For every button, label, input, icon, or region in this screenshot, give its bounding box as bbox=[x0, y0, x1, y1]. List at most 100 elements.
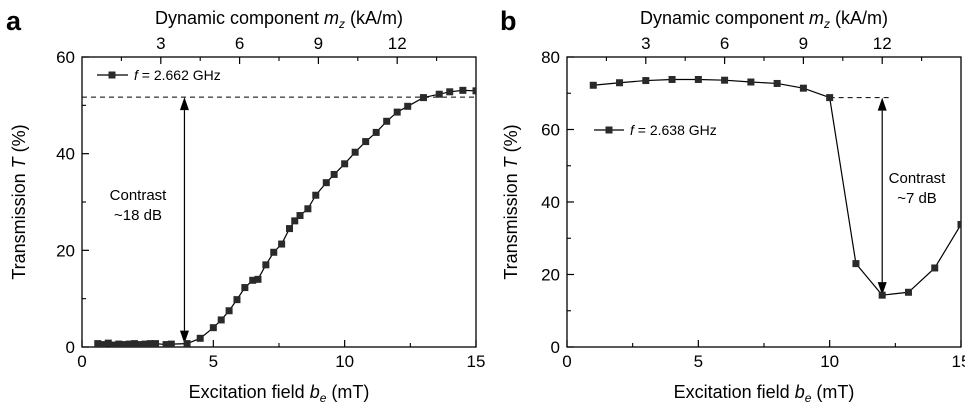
panel-a-legend-marker bbox=[108, 71, 116, 79]
panel-a-data-point bbox=[110, 341, 118, 347]
panel-a-y-tick-label: 40 bbox=[56, 145, 75, 164]
panel-a-annotation-line1: Contrast bbox=[110, 187, 168, 204]
panel-a-y-tick-label: 20 bbox=[56, 241, 75, 260]
panel-a-x-tick-label: 0 bbox=[77, 352, 86, 371]
panel-a-contrast-arrow bbox=[179, 97, 189, 344]
panel-a-data-point bbox=[351, 148, 359, 156]
panel-a-y-tick-label: 60 bbox=[56, 48, 75, 67]
panel-a-data-point bbox=[254, 275, 262, 283]
panel-a-legend-value: = 2.662 GHz bbox=[138, 67, 221, 83]
panel-a-top-tick-labels: 3 6 9 12 bbox=[156, 34, 407, 53]
panel-a-data-point bbox=[296, 212, 304, 220]
panel-b-data-point bbox=[773, 79, 781, 87]
panel-b-y-tick-label: 20 bbox=[541, 266, 560, 285]
panel-a-data-point bbox=[217, 316, 225, 324]
panel-a-data-point bbox=[233, 296, 241, 304]
panel-b-y-tick-label: 60 bbox=[541, 121, 560, 140]
panel-b-annotation-line1: Contrast bbox=[889, 170, 947, 187]
panel-b-data-point bbox=[589, 81, 597, 89]
panel-a-data-point bbox=[104, 339, 112, 347]
panel-b-data-point bbox=[852, 260, 860, 268]
panel-a-y-tick-label: 0 bbox=[66, 338, 75, 357]
panel-b-legend-marker bbox=[605, 126, 613, 134]
panel-a-data-point bbox=[330, 170, 338, 178]
panel-b-data-point bbox=[826, 94, 834, 102]
panel-b-x-axis-label: Excitation field be (mT) bbox=[674, 382, 855, 405]
panel-a-data-point bbox=[162, 341, 170, 347]
panel-a-data-point bbox=[99, 341, 107, 347]
panel-a-data-point bbox=[291, 217, 299, 225]
panel-a-data-point bbox=[146, 340, 154, 347]
panel-b-x-tick-labels: 0 5 10 15 bbox=[562, 352, 965, 371]
panel-a-data-point bbox=[136, 341, 144, 347]
panel-a-data-point bbox=[446, 88, 454, 96]
panel-a-data-point bbox=[152, 340, 160, 347]
panel-a-data-point bbox=[183, 340, 191, 347]
panel-b-x-tick-label: 5 bbox=[694, 352, 703, 371]
panel-b-data-point bbox=[616, 79, 624, 87]
panel-b-y-tick-labels: 0 20 40 60 80 bbox=[541, 48, 560, 357]
panel-b-y-tick-label: 0 bbox=[551, 338, 560, 357]
panel-a-data-point bbox=[304, 205, 312, 213]
panel-b-legend-label: f = 2.638 GHz bbox=[630, 122, 717, 138]
panel-a-x-tick-label: 10 bbox=[335, 352, 354, 371]
panel-a-legend-label: f = 2.662 GHz bbox=[134, 67, 221, 83]
panel-a-data-point bbox=[209, 324, 217, 332]
panel-b-arrow-head-top bbox=[877, 97, 887, 111]
panel-a-series-markers bbox=[94, 86, 476, 347]
panel-b-data-point bbox=[642, 77, 650, 85]
panel-a-data-point bbox=[341, 160, 349, 168]
panel-b-ticks bbox=[566, 56, 962, 348]
panel-a-top-axis-label: Dynamic component mz (kA/m) bbox=[155, 8, 403, 31]
panel-a-top-tick-label: 6 bbox=[235, 34, 244, 53]
panel-a-data-point bbox=[393, 108, 401, 116]
panel-a-data-point bbox=[262, 261, 270, 269]
panel-a-arrow-head-bottom bbox=[179, 330, 189, 344]
panel-a-y-axis-label: Transmission T (%) bbox=[9, 124, 29, 279]
panel-a-data-point bbox=[459, 86, 467, 94]
panel-b-series-line bbox=[593, 78, 961, 296]
panel-a-data-point bbox=[404, 102, 412, 110]
panel-a-data-point bbox=[115, 340, 123, 347]
panel-a-data-point bbox=[472, 87, 476, 95]
panel-a-y-tick-labels: 0 20 40 60 bbox=[56, 48, 75, 357]
panel-a-legend: f = 2.662 GHz bbox=[97, 67, 221, 83]
panel-b-arrow-head-bottom bbox=[877, 282, 887, 296]
panel-a-data-point bbox=[167, 340, 175, 347]
panel-a: a 0 5 10 15 0 20 40 60 3 6 9 12 f = 2.662 GHz Con… bbox=[6, 6, 485, 405]
panel-b-legend-var: f bbox=[630, 122, 636, 138]
panel-b-letter: b bbox=[500, 6, 517, 36]
panel-a-data-point bbox=[120, 341, 128, 347]
panel-b-x-tick-label: 15 bbox=[952, 352, 965, 371]
panel-b-legend-value: = 2.638 GHz bbox=[634, 122, 717, 138]
panel-a-top-tick-label: 3 bbox=[156, 34, 165, 53]
panel-b-top-tick-label: 6 bbox=[720, 34, 729, 53]
panel-b-x-tick-label: 10 bbox=[820, 352, 839, 371]
panel-a-arrow-head-top bbox=[179, 97, 189, 111]
panel-a-annotation-line2: ~18 dB bbox=[114, 207, 162, 224]
panel-b-top-tick-labels: 3 6 9 12 bbox=[641, 34, 892, 53]
panel-b-annotation-line2: ~7 dB bbox=[897, 190, 937, 207]
panel-b-top-axis-label: Dynamic component mz (kA/m) bbox=[640, 8, 888, 31]
panel-a-legend-var: f bbox=[134, 67, 140, 83]
panel-b-data-point bbox=[957, 220, 961, 228]
panel-a-data-point bbox=[419, 94, 427, 102]
panel-a-data-point bbox=[362, 138, 370, 146]
panel-a-x-tick-label: 15 bbox=[467, 352, 486, 371]
panel-a-data-point bbox=[270, 248, 278, 256]
panel-a-data-point bbox=[322, 179, 330, 187]
panel-b-legend: f = 2.638 GHz bbox=[594, 122, 717, 138]
panel-b-data-point bbox=[878, 291, 886, 299]
panel-a-top-tick-label: 9 bbox=[314, 34, 323, 53]
panel-b: b 0 5 10 15 0 20 40 60 80 3 6 9 12 f = 2.638 GHz C… bbox=[500, 6, 965, 405]
panel-b-y-tick-label: 80 bbox=[541, 48, 560, 67]
panel-a-data-point bbox=[241, 284, 249, 292]
panel-a-letter: a bbox=[6, 6, 22, 36]
panel-b-data-point bbox=[799, 84, 807, 92]
panel-a-data-point bbox=[125, 340, 133, 347]
panel-b-x-tick-label: 0 bbox=[562, 352, 571, 371]
panel-b-data-point bbox=[721, 76, 729, 84]
panel-a-data-point bbox=[286, 225, 294, 233]
panel-b-y-axis-label: Transmission T (%) bbox=[501, 124, 521, 279]
